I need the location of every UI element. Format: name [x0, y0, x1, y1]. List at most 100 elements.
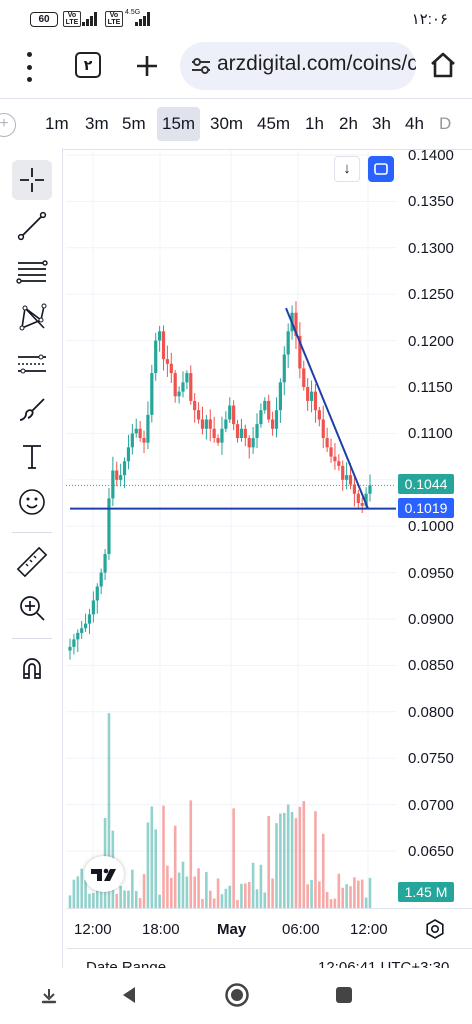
assistant-icon[interactable] — [38, 986, 60, 1008]
interval-2h[interactable]: 2h — [339, 114, 358, 133]
fullscreen-icon[interactable] — [368, 156, 394, 182]
time-axis[interactable]: 12:00 18:00 May 06:00 12:00 — [66, 908, 472, 949]
interval-3h[interactable]: 3h — [372, 114, 391, 133]
candle — [216, 438, 220, 443]
time-label: 12:00 — [74, 921, 112, 938]
interval-30m[interactable]: 30m — [210, 114, 244, 133]
price-label: 0.0850 — [408, 657, 454, 675]
volume-bar — [298, 806, 302, 908]
volume-bar — [123, 890, 126, 908]
volume-bar — [232, 808, 235, 908]
timezone-clock[interactable]: 12:06:41 UTC+3:30 — [318, 959, 450, 969]
line-price-tag: 0.1019 — [398, 498, 454, 518]
emoji-icon[interactable] — [12, 482, 52, 522]
settings-icon[interactable] — [424, 918, 446, 940]
new-tab-icon[interactable] — [132, 46, 162, 86]
candle — [193, 400, 197, 411]
volume-bar — [318, 881, 321, 908]
back-icon[interactable] — [118, 984, 140, 1006]
candle — [286, 331, 290, 355]
price-label: 0.1300 — [408, 239, 454, 257]
volume-bar — [325, 891, 329, 908]
volume-bar — [134, 891, 138, 908]
candle — [306, 387, 310, 401]
date-range-bar[interactable]: Date Range 12:06:41 UTC+3:30 — [66, 948, 472, 969]
candle — [228, 405, 232, 420]
interval-45m[interactable]: 45m — [257, 114, 291, 133]
candle — [181, 382, 185, 392]
ruler-icon[interactable] — [12, 542, 52, 582]
candle — [337, 461, 341, 466]
candle — [348, 475, 353, 485]
tab-switcher-button[interactable]: ۲ — [75, 52, 101, 78]
site-info-icon[interactable] — [190, 56, 212, 76]
volume-bar — [193, 876, 196, 908]
pattern-icon[interactable] — [12, 298, 52, 338]
volume-bar — [181, 861, 185, 908]
trend-line-icon[interactable] — [12, 206, 52, 246]
zoom-in-icon[interactable] — [12, 588, 52, 628]
volume-bar — [169, 877, 173, 908]
volume-bar — [189, 800, 193, 908]
price-label: 0.0650 — [408, 843, 454, 860]
candle — [177, 391, 181, 397]
volume-bar — [275, 823, 278, 908]
home-icon[interactable] — [428, 50, 458, 80]
volume-bar — [68, 895, 72, 908]
prediction-icon[interactable] — [12, 344, 52, 384]
brush-icon[interactable] — [12, 390, 52, 430]
candle — [107, 498, 111, 555]
volume-bar — [357, 880, 360, 908]
price-axis[interactable]: 0.1400 0.1350 0.1300 0.1250 0.1200 0.1150 0.11… — [396, 147, 472, 908]
interval-D[interactable]: D — [439, 114, 452, 133]
volume-bar — [84, 880, 87, 908]
network-type: 4.5G — [125, 9, 141, 16]
volume-bar — [88, 893, 91, 908]
interval-4h[interactable]: 4h — [405, 114, 424, 133]
interval-1h[interactable]: 1h — [305, 114, 324, 133]
candle — [185, 373, 189, 383]
menu-kebab-icon[interactable] — [20, 52, 38, 82]
home-circle-icon[interactable] — [224, 982, 250, 1008]
price-label: 0.1250 — [408, 286, 454, 304]
volume-bar — [80, 868, 83, 908]
recents-icon[interactable] — [334, 985, 354, 1005]
candle — [204, 419, 208, 429]
volume-tag: 1.45 M — [398, 882, 454, 902]
url-text: arzdigital.com/coins/c — [217, 52, 416, 75]
candle — [317, 410, 321, 420]
scroll-left-icon[interactable]: + — [0, 113, 16, 137]
candle — [119, 475, 123, 480]
candle — [364, 493, 368, 506]
volume-bar — [92, 892, 95, 908]
candle — [142, 438, 146, 443]
interval-15m[interactable]: 15m — [157, 107, 201, 141]
scroll-down-icon[interactable]: ↓ — [334, 156, 360, 182]
text-icon[interactable] — [12, 436, 52, 476]
interval-1m[interactable]: 1m — [45, 114, 69, 133]
volume-bar — [166, 865, 169, 908]
candle — [154, 340, 158, 374]
candle — [368, 485, 372, 494]
volume-bar — [146, 822, 150, 908]
address-bar[interactable]: arzdigital.com/coins/c — [180, 42, 416, 90]
volume-bar — [286, 804, 290, 908]
candle — [138, 428, 142, 439]
volume-bar — [201, 899, 204, 908]
candle — [360, 503, 364, 506]
interval-5m[interactable]: 5m — [122, 114, 146, 133]
volume-bar — [197, 868, 200, 908]
magnet-icon[interactable] — [12, 648, 52, 688]
crosshair-icon[interactable] — [12, 160, 52, 200]
volume-bar — [142, 874, 146, 908]
volume-bar — [271, 878, 274, 908]
signal-icon-2 — [135, 12, 150, 26]
date-range-button[interactable]: Date Range — [86, 959, 167, 969]
volume-bar — [212, 898, 216, 908]
candle — [134, 428, 138, 434]
fib-retracement-icon[interactable] — [12, 252, 52, 292]
candle — [239, 428, 244, 439]
candle — [263, 400, 267, 411]
price-chart[interactable] — [66, 148, 396, 908]
interval-3m[interactable]: 3m — [85, 114, 109, 133]
